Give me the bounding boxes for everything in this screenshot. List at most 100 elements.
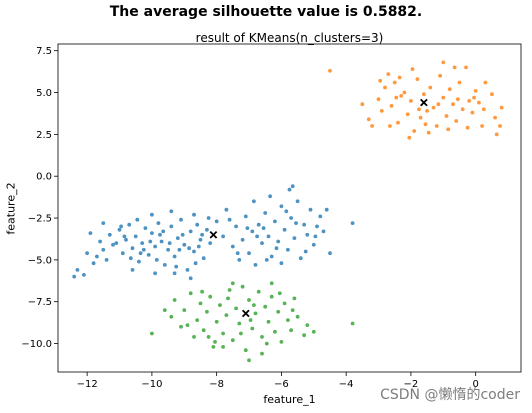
y-tick-label-6: 5.0 bbox=[36, 88, 52, 99]
point-cluster-0-71 bbox=[227, 217, 232, 222]
point-cluster-0-31 bbox=[185, 268, 190, 272]
point-cluster-0-108 bbox=[303, 249, 308, 254]
point-cluster-1-57 bbox=[423, 122, 428, 127]
point-cluster-2-53 bbox=[311, 329, 316, 334]
point-cluster-0-50 bbox=[180, 232, 185, 237]
point-cluster-1-28 bbox=[457, 80, 462, 85]
y-tick-label-3: −2.5 bbox=[28, 214, 52, 225]
point-cluster-0-82 bbox=[263, 211, 268, 215]
point-cluster-2-57 bbox=[162, 308, 167, 312]
point-cluster-2-22 bbox=[243, 348, 248, 353]
point-cluster-1-34 bbox=[477, 100, 481, 105]
point-cluster-0-48 bbox=[167, 241, 172, 246]
point-cluster-1-9 bbox=[396, 120, 400, 125]
point-cluster-1-19 bbox=[428, 85, 433, 90]
point-cluster-0-27 bbox=[172, 254, 177, 259]
point-cluster-1-39 bbox=[499, 105, 504, 110]
point-cluster-0-26 bbox=[169, 224, 174, 229]
point-cluster-1-33 bbox=[473, 89, 478, 93]
point-cluster-1-29 bbox=[460, 107, 465, 112]
point-cluster-0-106 bbox=[284, 209, 289, 214]
point-cluster-0-15 bbox=[133, 234, 138, 239]
point-cluster-1-56 bbox=[410, 67, 415, 71]
point-cluster-2-49 bbox=[305, 323, 310, 327]
point-cluster-0-32 bbox=[188, 229, 193, 234]
point-cluster-1-15 bbox=[415, 77, 420, 81]
point-cluster-0-69 bbox=[192, 212, 196, 217]
point-cluster-1-41 bbox=[378, 78, 383, 83]
point-cluster-0-104 bbox=[264, 258, 269, 262]
point-cluster-0-96 bbox=[308, 207, 313, 212]
point-cluster-0-76 bbox=[243, 214, 248, 219]
point-cluster-2-37 bbox=[292, 296, 297, 301]
point-cluster-1-8 bbox=[392, 80, 397, 85]
point-cluster-0-21 bbox=[153, 244, 158, 249]
point-cluster-1-45 bbox=[417, 107, 421, 112]
point-cluster-0-58 bbox=[177, 247, 182, 252]
point-cluster-0-18 bbox=[143, 226, 148, 231]
point-cluster-0-16 bbox=[137, 259, 141, 264]
point-cluster-0-37 bbox=[205, 227, 209, 232]
point-cluster-0-94 bbox=[302, 222, 306, 227]
point-cluster-0-87 bbox=[279, 204, 284, 209]
point-cluster-0-99 bbox=[318, 214, 323, 219]
point-cluster-0-114 bbox=[324, 207, 329, 212]
point-cluster-2-50 bbox=[247, 358, 251, 363]
points-layer bbox=[72, 60, 504, 363]
point-cluster-0-44 bbox=[141, 247, 146, 252]
point-cluster-1-11 bbox=[402, 90, 407, 95]
point-cluster-0-92 bbox=[295, 199, 300, 204]
point-cluster-0-95 bbox=[305, 232, 310, 237]
centroid-marker-0 bbox=[209, 230, 218, 239]
point-cluster-1-59 bbox=[472, 95, 476, 100]
point-cluster-2-24 bbox=[250, 326, 255, 331]
point-cluster-1-40 bbox=[370, 124, 374, 128]
point-cluster-0-66 bbox=[85, 251, 89, 256]
point-cluster-0-51 bbox=[187, 246, 192, 251]
point-cluster-2-45 bbox=[252, 303, 256, 307]
point-cluster-0-84 bbox=[269, 254, 274, 259]
point-cluster-2-12 bbox=[211, 345, 216, 349]
point-cluster-1-6 bbox=[386, 72, 391, 76]
point-cluster-1-14 bbox=[412, 129, 417, 133]
point-cluster-1-20 bbox=[431, 105, 436, 110]
point-cluster-0-85 bbox=[273, 219, 277, 224]
point-cluster-1-10 bbox=[399, 94, 404, 98]
point-cluster-0-29 bbox=[179, 217, 183, 222]
point-cluster-1-44 bbox=[407, 135, 412, 140]
point-cluster-2-42 bbox=[213, 340, 217, 344]
point-cluster-2-55 bbox=[230, 281, 235, 286]
point-cluster-0-72 bbox=[230, 244, 235, 249]
point-cluster-0-47 bbox=[161, 229, 166, 234]
point-cluster-0-9 bbox=[111, 242, 115, 247]
point-cluster-1-37 bbox=[490, 92, 494, 97]
point-cluster-0-117 bbox=[350, 221, 355, 226]
point-cluster-1-27 bbox=[454, 119, 459, 123]
point-cluster-1-17 bbox=[422, 92, 426, 97]
point-cluster-2-27 bbox=[260, 335, 264, 339]
x-axis-label: feature_1 bbox=[263, 393, 316, 406]
point-cluster-2-54 bbox=[350, 321, 355, 326]
point-cluster-1-0 bbox=[328, 68, 332, 73]
point-cluster-2-39 bbox=[302, 333, 306, 338]
point-cluster-1-36 bbox=[483, 80, 488, 85]
point-cluster-0-75 bbox=[240, 237, 245, 242]
point-cluster-1-2 bbox=[366, 117, 371, 122]
point-cluster-0-2 bbox=[82, 273, 86, 277]
point-cluster-2-43 bbox=[226, 296, 230, 301]
point-cluster-1-1 bbox=[360, 102, 365, 107]
y-tick-label-7: 7.5 bbox=[36, 46, 52, 57]
point-cluster-0-57 bbox=[158, 232, 162, 237]
point-cluster-0-23 bbox=[159, 239, 164, 244]
point-cluster-0-55 bbox=[119, 224, 123, 229]
point-cluster-0-12 bbox=[124, 237, 128, 242]
point-cluster-0-112 bbox=[290, 184, 295, 189]
point-cluster-2-44 bbox=[239, 331, 243, 336]
point-cluster-1-54 bbox=[441, 60, 446, 65]
point-cluster-2-40 bbox=[185, 323, 190, 327]
y-tick-label-0: −10.0 bbox=[21, 339, 52, 350]
point-cluster-0-6 bbox=[104, 258, 109, 262]
point-cluster-2-52 bbox=[221, 345, 226, 349]
point-cluster-2-17 bbox=[227, 288, 232, 292]
point-cluster-1-42 bbox=[388, 124, 392, 128]
